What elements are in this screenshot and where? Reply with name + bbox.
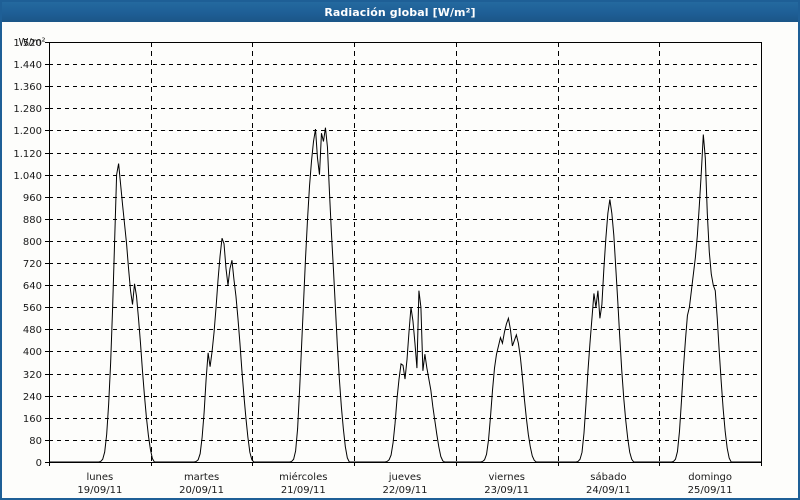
- y-tick-label: 400: [23, 347, 42, 358]
- x-tick-label-date: 19/09/11: [77, 485, 122, 496]
- radiation-line-chart: 1.520 1.440 1.360 1.280 1.200 1.120 1.040 960 88…: [13, 37, 762, 496]
- radiation-data-series: [49, 127, 761, 463]
- y-tick-label: 1.360: [13, 82, 42, 93]
- y-tick-label: 560: [23, 303, 42, 314]
- x-tick-label-date: 21/09/11: [281, 485, 326, 496]
- x-tick-label-day: domingo: [688, 472, 732, 483]
- y-tick-label: 1.040: [13, 171, 42, 182]
- y-tick-label: 640: [23, 281, 42, 292]
- y-tick-label: 1.280: [13, 104, 42, 115]
- y-tick-label: 80: [29, 436, 42, 447]
- x-tick-label-day: martes: [184, 472, 219, 483]
- y-tick-label: 1.440: [13, 60, 42, 71]
- page-title: Radiación global [W/m²]: [324, 5, 476, 19]
- y-tick-label: 240: [23, 392, 42, 403]
- x-tick-label-day: lunes: [86, 472, 113, 483]
- chart-canvas: 1.520 1.440 1.360 1.280 1.200 1.120 1.040 960 88…: [2, 22, 798, 498]
- x-tick-label-day: sábado: [590, 471, 626, 483]
- y-tick-label: 320: [23, 370, 42, 381]
- y-axis-unit-label: W/m²: [18, 37, 45, 48]
- x-tick-label-day: miércoles: [279, 471, 327, 483]
- window-title-bar: Radiación global [W/m²]: [2, 2, 798, 22]
- x-tick-label-day: jueves: [388, 472, 422, 483]
- x-tick-label-date: 25/09/11: [688, 485, 733, 496]
- x-tick-label-date: 24/09/11: [586, 485, 631, 496]
- y-tick-label: 0: [36, 458, 42, 469]
- x-tick-label-date: 22/09/11: [383, 485, 428, 496]
- y-tick-label: 880: [23, 215, 42, 226]
- y-tick-label: 160: [23, 414, 42, 425]
- x-tick-label-date: 20/09/11: [179, 485, 224, 496]
- y-tick-label: 1.120: [13, 149, 42, 160]
- y-tick-label: 480: [23, 325, 42, 336]
- y-tick-label: 800: [23, 237, 42, 248]
- plot-axis-frame: [49, 42, 762, 463]
- x-tick-label-day: viernes: [488, 472, 524, 483]
- y-tick-label: 1.200: [13, 126, 42, 137]
- x-axis-tick-labels: lunes 19/09/11 martes 20/09/11 miércoles 21/0…: [77, 471, 732, 496]
- y-axis-tick-marks: [45, 42, 49, 463]
- y-tick-label: 1.520: [13, 38, 42, 49]
- y-tick-label: 720: [23, 259, 42, 270]
- horizontal-gridlines: [49, 42, 761, 441]
- y-tick-label: 960: [23, 193, 42, 204]
- x-tick-label-date: 23/09/11: [484, 485, 529, 496]
- day-divider-gridlines: [151, 42, 660, 462]
- y-axis-tick-labels: 1.520 1.440 1.360 1.280 1.200 1.120 1.040 960 88…: [13, 38, 42, 469]
